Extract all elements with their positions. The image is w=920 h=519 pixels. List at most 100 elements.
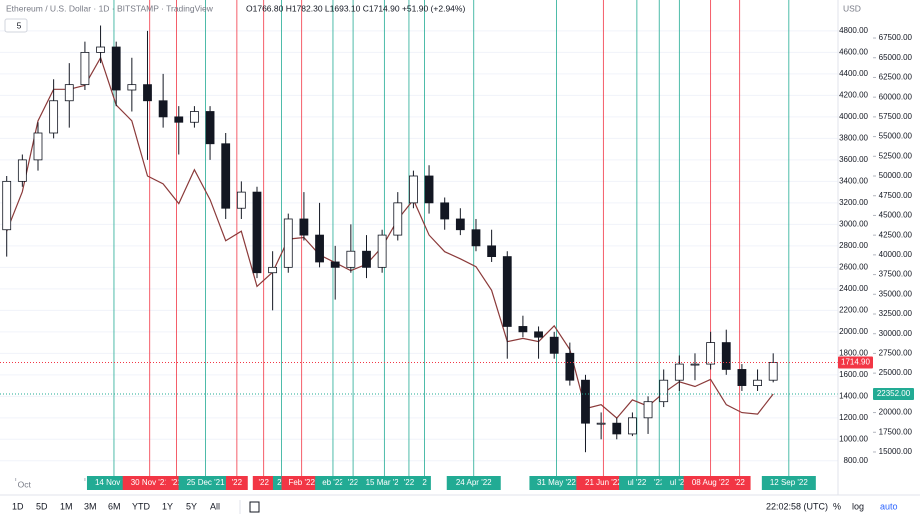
price-tag: [838, 356, 873, 369]
candle-body: [534, 331, 543, 338]
compare-icon[interactable]: [249, 501, 260, 513]
event-label-box: [446, 476, 501, 490]
candle-body: [612, 422, 622, 435]
candle-body: [643, 401, 653, 419]
y2-tick-label: 32500.00: [879, 309, 913, 318]
candle-body: [33, 132, 43, 161]
candle-body: [236, 191, 246, 209]
plot-area: [0, 0, 838, 476]
y2-tick-label: 45000.00: [879, 211, 913, 220]
y2-tick-label: 42500.00: [879, 230, 913, 239]
candle-body: [221, 143, 231, 209]
event-label-box: [281, 476, 322, 490]
range-button[interactable]: 5D: [36, 501, 48, 511]
candle-body: [487, 245, 497, 257]
y2-tick-label: 50000.00: [879, 171, 913, 180]
y2-tick-label: 15000.00: [879, 447, 913, 456]
candle-body: [393, 202, 403, 236]
range-button[interactable]: 3M: [84, 501, 97, 511]
candle-body: [49, 100, 59, 134]
candle-body: [424, 175, 434, 204]
candle-body: [471, 229, 481, 247]
candle-body: [205, 111, 215, 145]
y2-tick-label: 37500.00: [879, 270, 913, 279]
price-tag-label: 1714.90: [841, 358, 870, 367]
candle-body: [377, 234, 387, 268]
event-label: 2: [422, 478, 427, 487]
range-button[interactable]: 1D: [12, 501, 24, 511]
y-tick-label: 800.00: [844, 456, 869, 465]
candle-body: [690, 363, 700, 366]
event-label-box: [761, 476, 816, 490]
y2-tick-label: 40000.00: [879, 250, 913, 259]
y-tick-label: 1400.00: [839, 391, 868, 400]
event-label-box: [178, 476, 233, 490]
scale-option[interactable]: auto: [880, 501, 898, 511]
event-label-box: [398, 476, 420, 490]
y2-tick-label: 55000.00: [879, 132, 913, 141]
y-tick-label: 4800.00: [839, 26, 868, 35]
y2-tick-label: 20000.00: [879, 408, 913, 417]
chart-title: Ethereum / U.S. Dollar · 1D · BITSTAMP ·…: [6, 3, 214, 13]
range-button[interactable]: 1M: [60, 501, 73, 511]
y2-tick-label: 47500.00: [879, 191, 913, 200]
range-button[interactable]: All: [210, 501, 220, 511]
candle-body: [674, 363, 684, 381]
scale-option[interactable]: %: [833, 501, 841, 511]
y-tick-label: 4600.00: [839, 48, 868, 57]
y-tick-label: 4400.00: [839, 69, 868, 78]
event-label: '22: [258, 478, 269, 487]
y2-tick-label: 67500.00: [879, 33, 913, 42]
range-button[interactable]: 5Y: [186, 501, 197, 511]
candle-body: [2, 180, 12, 231]
event-label: '22: [232, 478, 243, 487]
candle-body: [268, 266, 278, 274]
candle-body: [283, 218, 293, 268]
price-tag-label: 22352.00: [877, 389, 911, 398]
event-label: 15 Mar '22: [366, 478, 404, 487]
y2-tick-label: 52500.00: [879, 151, 913, 160]
event-label-box: [315, 476, 351, 490]
y-tick-label: 2200.00: [839, 305, 868, 314]
event-label-box: [357, 476, 412, 490]
candle-body: [315, 234, 324, 263]
event-label: 08 Aug '22: [692, 478, 730, 487]
candle-body: [252, 191, 262, 274]
y2-tick-label: 57500.00: [879, 112, 913, 121]
event-label-box: [576, 476, 631, 490]
event-label: '22: [348, 478, 359, 487]
range-button[interactable]: YTD: [132, 501, 151, 511]
range-button[interactable]: 6M: [108, 501, 121, 511]
y-tick-label: 2400.00: [839, 284, 868, 293]
event-label-box: [122, 476, 177, 490]
x-tick-label: Oct: [18, 479, 32, 489]
candle-body: [565, 352, 575, 381]
price-tag: [873, 388, 914, 401]
event-label: 14 Nov '21: [95, 478, 134, 487]
event-label: Feb '22: [288, 478, 315, 487]
candle-body: [596, 422, 606, 425]
clock: 22:02:58 (UTC): [766, 501, 828, 511]
range-button[interactable]: 1Y: [162, 501, 173, 511]
event-label: '22: [734, 478, 745, 487]
candle-body: [440, 202, 450, 220]
candle-body: [96, 46, 105, 53]
y-tick-label: 1000.00: [839, 434, 868, 443]
event-label: ul '22: [670, 478, 689, 487]
candle-body: [659, 379, 669, 403]
scale-option[interactable]: log: [852, 501, 864, 511]
y-tick-label: 4000.00: [839, 112, 868, 121]
y-tick-label: 3000.00: [839, 219, 868, 228]
y-tick-label: 3400.00: [839, 176, 868, 185]
candle-body: [190, 111, 199, 123]
candle-body: [127, 84, 137, 91]
y2-tick-label: 62500.00: [879, 73, 913, 82]
event-label: 25 Dec '21: [187, 478, 226, 487]
event-label-box: [683, 476, 738, 490]
event-label: eb '22: [322, 478, 344, 487]
indicator-count[interactable]: 5: [17, 20, 22, 30]
event-label-box: [619, 476, 655, 490]
indicator-toggle[interactable]: [4, 18, 28, 33]
event-label: '21: [171, 478, 182, 487]
